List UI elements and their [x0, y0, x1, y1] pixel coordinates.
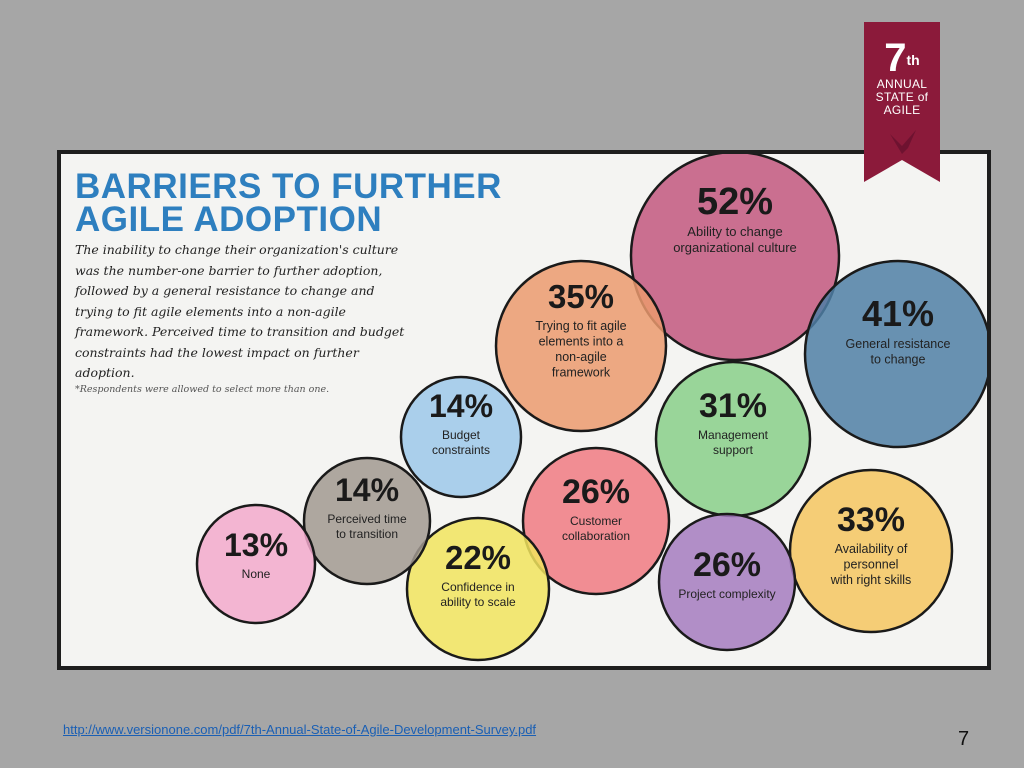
bubble-label: support [713, 443, 754, 457]
badge-bird-icon [890, 130, 916, 154]
bubble-circle [399, 375, 523, 499]
bubble-value: 35% [548, 278, 614, 315]
badge-ribbon [864, 22, 940, 182]
bubble-label: organizational culture [673, 240, 797, 255]
bubble-circle [302, 456, 432, 586]
bubble-value: 14% [429, 388, 493, 424]
bubble-label: to transition [336, 527, 398, 541]
bubble-circle [494, 259, 668, 433]
bubble-label: personnel [844, 558, 899, 572]
bubble-value: 33% [837, 501, 905, 539]
bubble-label: Ability to change [687, 224, 782, 239]
footnote: *Respondents were allowed to select more… [75, 384, 330, 395]
bubble-3: 35% Trying to fit agile elements into anon… [494, 259, 668, 433]
annual-badge [864, 22, 940, 182]
badge-suffix: th [906, 52, 920, 68]
infographic-title: BARRIERS TO FURTHER AGILE ADOPTION [75, 167, 502, 239]
page-number: 7 [958, 728, 970, 750]
bubble-label: Management [698, 428, 769, 442]
bubble-label: collaboration [562, 529, 630, 543]
bubble-circle [195, 503, 317, 625]
bubble-label: to change [871, 353, 926, 367]
source-link[interactable]: http://www.versionone.com/pdf/7th-Annual… [63, 722, 537, 737]
bubble-label: Perceived time [327, 512, 407, 526]
bubble-label: elements into a [539, 335, 624, 349]
bubble-label: General resistance [846, 337, 951, 351]
bubble-value: 31% [699, 387, 767, 425]
bubble-label: Budget [442, 428, 481, 442]
bubble-label: Availability of [835, 542, 908, 556]
bubble-value: 26% [562, 473, 630, 511]
bubble-label: Project complexity [678, 587, 775, 601]
title-line-2: AGILE ADOPTION [75, 200, 383, 239]
badge-line-1: ANNUAL [876, 77, 928, 91]
bubble-circle [788, 468, 954, 634]
bubble-label: Confidence in [441, 580, 514, 594]
bubble-7: 26% Project complexity [657, 512, 797, 652]
bubble-11: 13% None [195, 503, 317, 625]
bubble-value: 41% [862, 293, 934, 334]
bubble-label: non-agile [555, 350, 606, 364]
badge-line-2: STATE of [875, 90, 929, 104]
bubble-8: 22% Confidence inability to scale [405, 516, 551, 662]
bubble-value: 13% [224, 527, 288, 563]
bubble-circle [657, 512, 797, 652]
bubble-label: Customer [570, 514, 622, 528]
bubble-circle [803, 259, 987, 449]
bubble-label: constraints [432, 443, 490, 457]
bubble-label: Trying to fit agile [535, 319, 626, 333]
badge-line-3: AGILE [883, 103, 921, 117]
bubble-label: None [242, 567, 271, 581]
bubble-circle [629, 154, 841, 362]
bubble-value: 26% [693, 546, 761, 584]
bubble-value: 52% [697, 181, 773, 223]
infographic-panel: BARRIERS TO FURTHER AGILE ADOPTION The i… [57, 150, 991, 670]
bubble-value: 14% [335, 472, 399, 508]
bubble-value: 22% [445, 539, 511, 576]
bubble-label: with right skills [830, 573, 912, 587]
title-line-1: BARRIERS TO FURTHER [75, 167, 502, 206]
bubble-2: 41% General resistance to change [803, 259, 987, 449]
bubble-circle [405, 516, 551, 662]
badge-number: 7 [884, 36, 907, 80]
bubble-label: ability to scale [440, 595, 516, 609]
bubble-label: framework [552, 366, 611, 380]
badge-text: 7th ANNUAL STATE of AGILE [864, 38, 940, 117]
description-text: The inability to change their organizati… [75, 242, 405, 380]
bubble-circle [521, 446, 671, 596]
